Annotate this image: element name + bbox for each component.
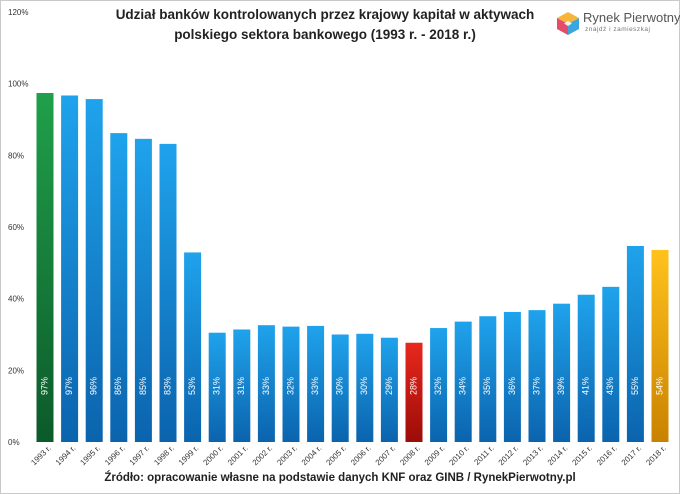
bar-value-label: 41% — [581, 377, 591, 395]
bar-chart: 0% 20% 40% 60% 80% 100% 120% 97% 97% 96% 86% 85% 83… — [8, 8, 669, 468]
y-tick-label: 20% — [8, 366, 24, 375]
y-tick-label: 0% — [8, 438, 20, 447]
bar — [134, 138, 152, 442]
x-tick-label: 2013 r. — [521, 444, 545, 468]
bar — [36, 92, 54, 442]
x-tick-label: 2006 r. — [349, 444, 373, 468]
bar-value-label: 30% — [335, 377, 345, 395]
x-tick-label: 2009 r. — [423, 444, 447, 468]
bar-value-label: 33% — [310, 377, 320, 395]
y-tick-label: 100% — [8, 80, 28, 89]
chart-title: Udział banków kontrolowanych przez krajo… — [90, 5, 560, 45]
bar — [454, 321, 472, 442]
bar-value-label: 97% — [64, 377, 74, 395]
bar-value-label: 53% — [187, 377, 197, 395]
logo: Rynek Pierwotny znajdź i zamieszkaj — [555, 10, 680, 40]
bars-group: 97% 97% 96% 86% 85% 83% 53% 31% 31% 33% 32% 33% 30% 3… — [36, 92, 669, 442]
bar-value-label: 39% — [556, 377, 566, 395]
bar-value-label: 43% — [605, 377, 615, 395]
bar-value-label: 54% — [654, 377, 664, 395]
x-tick-label: 1999 r. — [177, 444, 201, 468]
x-tick-label: 1994 r. — [54, 444, 78, 468]
bar-value-label: 96% — [89, 377, 99, 395]
bar — [282, 326, 300, 442]
y-tick-label: 60% — [8, 223, 24, 232]
bar — [110, 133, 128, 442]
bar-value-label: 55% — [630, 377, 640, 395]
chart-title-line1: Udział banków kontrolowanych przez krajo… — [115, 7, 535, 22]
bar — [356, 333, 374, 442]
x-tick-label: 2008 r. — [398, 444, 422, 468]
x-axis: 1993 r. 1994 r. 1995 r. 1996 r. 1997 r. 1998 … — [29, 444, 668, 468]
bar — [61, 95, 79, 442]
y-tick-label: 80% — [8, 151, 24, 160]
bar — [380, 337, 398, 442]
x-tick-label: 2001 r. — [226, 444, 250, 468]
bar-value-label: 31% — [212, 377, 222, 395]
bar-value-label: 34% — [458, 377, 468, 395]
x-tick-label: 2011 r. — [472, 444, 495, 467]
chart-title-line2: polskiego sektora bankowego (1993 r. - 2… — [174, 27, 476, 42]
bar-value-label: 30% — [359, 377, 369, 395]
bar-value-label: 36% — [507, 377, 517, 395]
x-tick-label: 1996 r. — [103, 444, 127, 468]
bar — [159, 143, 177, 442]
y-tick-label: 120% — [8, 8, 28, 17]
bar — [479, 316, 497, 442]
x-tick-label: 2003 r. — [275, 444, 299, 468]
bar — [553, 303, 571, 442]
x-tick-label: 2016 r. — [595, 444, 619, 468]
x-tick-label: 2010 r. — [447, 444, 471, 468]
y-tick-label: 40% — [8, 295, 24, 304]
x-tick-label: 1997 r. — [128, 444, 152, 468]
bar-value-label: 28% — [408, 377, 418, 395]
bar — [307, 325, 325, 442]
bar-value-label: 31% — [236, 377, 246, 395]
bar — [626, 245, 644, 442]
x-tick-label: 1998 r. — [152, 444, 176, 468]
x-tick-label: 2007 r. — [374, 444, 398, 468]
bar — [577, 294, 595, 442]
x-tick-label: 1993 r. — [29, 444, 53, 468]
bar — [651, 249, 669, 442]
bar-value-label: 85% — [138, 377, 148, 395]
x-tick-label: 2002 r. — [251, 444, 275, 468]
bar — [85, 99, 103, 442]
bar — [528, 310, 546, 442]
bar — [430, 328, 448, 442]
bar-value-label: 83% — [162, 377, 172, 395]
bar-value-label: 37% — [531, 377, 541, 395]
x-tick-label: 2000 r. — [201, 444, 225, 468]
x-tick-label: 2004 r. — [300, 444, 324, 468]
bar — [184, 252, 202, 442]
x-tick-label: 2014 r. — [546, 444, 570, 468]
bar-value-label: 35% — [482, 377, 492, 395]
bar-value-label: 32% — [433, 377, 443, 395]
bar — [503, 311, 521, 442]
bar-value-label: 97% — [39, 377, 49, 395]
x-tick-label: 2005 r. — [324, 444, 348, 468]
bar-value-label: 32% — [285, 377, 295, 395]
bar — [233, 329, 251, 442]
x-tick-label: 2017 r. — [620, 444, 644, 468]
x-tick-label: 2012 r. — [497, 444, 521, 468]
x-tick-label: 2018 r. — [644, 444, 668, 468]
x-tick-label: 1995 r. — [78, 444, 102, 468]
bar — [602, 286, 620, 442]
bar — [208, 332, 226, 442]
logo-cube-icon — [557, 12, 579, 35]
bar-value-label: 86% — [113, 377, 123, 395]
bar — [405, 342, 423, 442]
x-tick-label: 2015 r. — [570, 444, 594, 468]
bar — [257, 325, 275, 442]
y-axis: 0% 20% 40% 60% 80% 100% 120% — [8, 8, 28, 447]
logo-tagline: znajdź i zamieszkaj — [585, 26, 651, 33]
bar — [331, 334, 349, 442]
logo-brand: Rynek Pierwotny — [583, 10, 680, 25]
bar-value-label: 33% — [261, 377, 271, 395]
bar-value-label: 29% — [384, 377, 394, 395]
source-note: Źródło: opracowanie własne na podstawie … — [104, 472, 576, 484]
